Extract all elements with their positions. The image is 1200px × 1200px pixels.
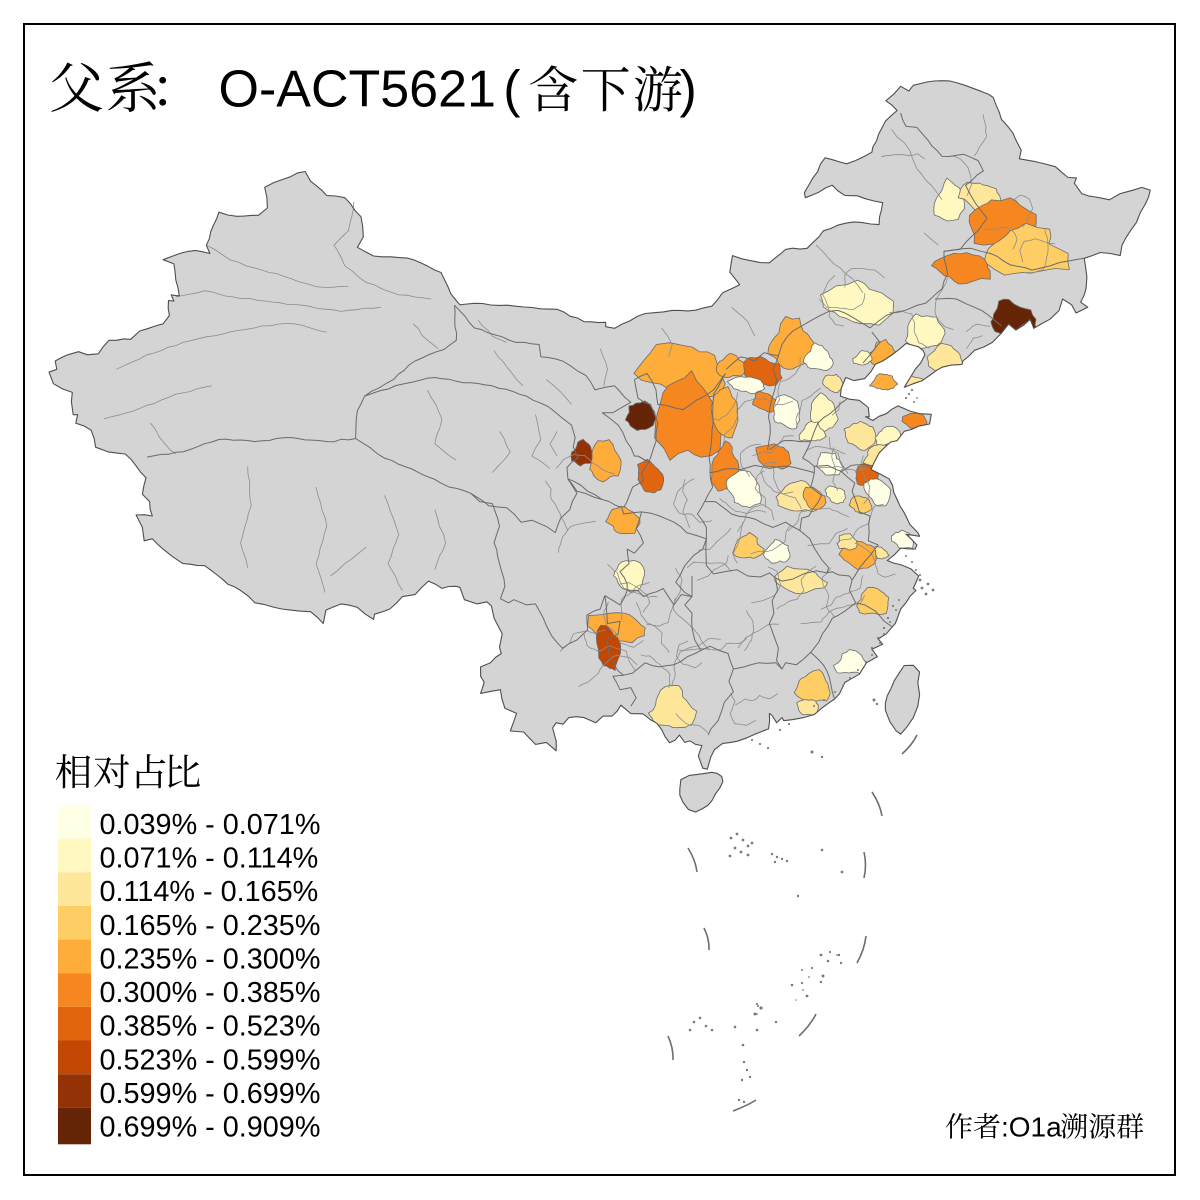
- svg-text:0.071% - 0.114%: 0.071% - 0.114%: [100, 842, 319, 874]
- svg-text:): ): [680, 61, 697, 119]
- svg-text:0.114% - 0.165%: 0.114% - 0.165%: [100, 876, 319, 908]
- svg-text:(: (: [503, 61, 521, 119]
- svg-text:0.523% - 0.599%: 0.523% - 0.599%: [100, 1044, 321, 1076]
- svg-text:0.235% - 0.300%: 0.235% - 0.300%: [100, 943, 321, 975]
- svg-text:0.039% - 0.071%: 0.039% - 0.071%: [100, 809, 321, 841]
- svg-text:O-ACT5621: O-ACT5621: [219, 61, 496, 119]
- svg-text:0.300% - 0.385%: 0.300% - 0.385%: [100, 977, 321, 1009]
- svg-text:0.599% - 0.699%: 0.599% - 0.699%: [100, 1078, 321, 1110]
- svg-text:0.165% - 0.235%: 0.165% - 0.235%: [100, 910, 321, 942]
- svg-text:0.385% - 0.523%: 0.385% - 0.523%: [100, 1011, 321, 1043]
- svg-text:0.699% - 0.909%: 0.699% - 0.909%: [100, 1112, 321, 1144]
- svg-text::O1a: :O1a: [1001, 1112, 1062, 1143]
